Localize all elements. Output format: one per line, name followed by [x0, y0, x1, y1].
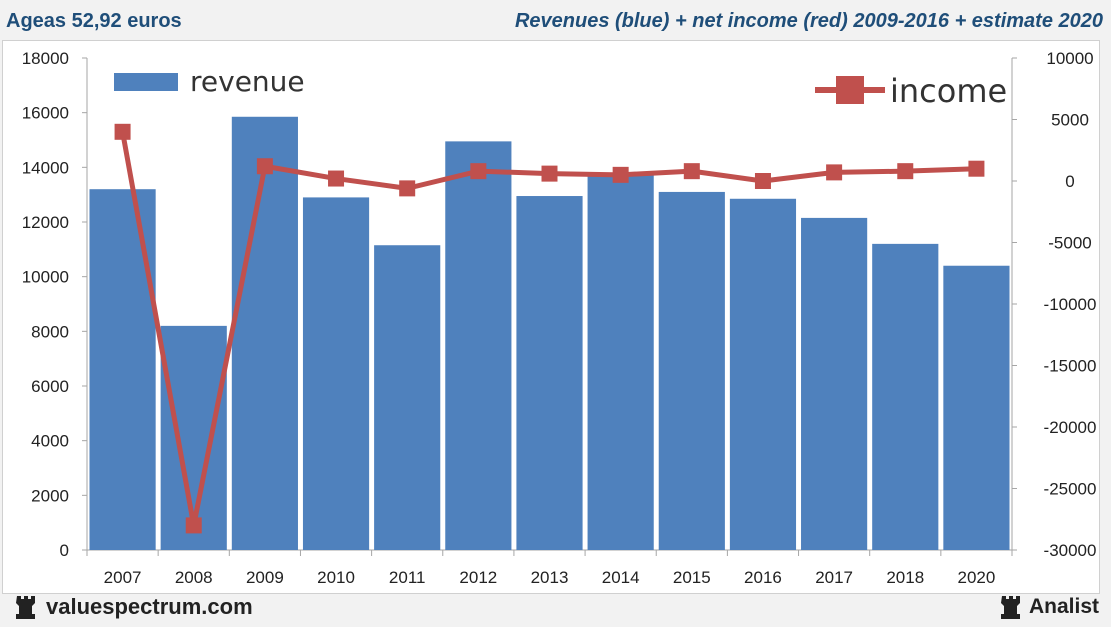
footer-right-text: Analist: [1028, 595, 1099, 618]
revenue-bar: [302, 197, 370, 550]
income-point: [470, 163, 487, 180]
x-tick-label: 2016: [744, 568, 782, 587]
income-point: [114, 123, 131, 140]
revenue-bar: [943, 265, 1010, 550]
footer-left-text: valuespectrum.com: [46, 594, 253, 619]
x-tick-label: 2014: [602, 568, 640, 587]
revenue-bar: [872, 243, 939, 550]
revenue-bar: [89, 189, 156, 550]
right-tick-label: -15000: [1044, 357, 1097, 376]
right-tick-label: -25000: [1044, 480, 1097, 499]
left-tick-label: 0: [60, 541, 69, 560]
left-tick-label: 4000: [31, 432, 69, 451]
x-tick-label: 2017: [815, 568, 853, 587]
revenue-bar: [231, 116, 298, 551]
revenue-bar: [516, 196, 583, 551]
income-point: [328, 170, 345, 187]
legend-income-marker: [836, 76, 864, 104]
legend-revenue-swatch: [114, 73, 178, 91]
revenue-bar: [729, 198, 797, 550]
legend-revenue-label: revenue: [190, 65, 305, 98]
x-tick-label: 2018: [886, 568, 924, 587]
income-point: [683, 163, 700, 180]
right-tick-label: -20000: [1044, 418, 1097, 437]
left-tick-label: 6000: [31, 377, 69, 396]
revenue-bar: [658, 191, 725, 550]
income-point: [541, 165, 558, 182]
x-tick-label: 2009: [246, 568, 284, 587]
right-tick-label: -10000: [1044, 295, 1097, 314]
income-point: [256, 158, 273, 175]
left-tick-label: 2000: [31, 486, 69, 505]
income-point: [968, 160, 985, 177]
left-tick-label: 12000: [22, 213, 69, 232]
revenue-bar: [374, 245, 441, 550]
income-point: [826, 164, 843, 181]
legend-revenue: revenue: [114, 65, 305, 98]
left-tick-label: 10000: [22, 268, 69, 287]
x-tick-label: 2007: [104, 568, 142, 587]
right-tick-label: -5000: [1048, 234, 1091, 253]
chart-title-right: Revenues (blue) + net income (red) 2009-…: [514, 10, 1103, 32]
left-tick-label: 8000: [31, 322, 69, 341]
x-tick-label: 2010: [317, 568, 355, 587]
left-tick-label: 18000: [22, 49, 69, 68]
revenue-bar: [587, 174, 654, 550]
income-point: [185, 517, 202, 534]
income-point: [612, 166, 629, 183]
right-tick-label: -30000: [1044, 541, 1097, 560]
legend-income-label: income: [890, 72, 1007, 110]
right-tick-label: 0: [1065, 172, 1074, 191]
left-tick-label: 14000: [22, 158, 69, 177]
x-tick-label: 2008: [175, 568, 213, 587]
chart-title-left: Ageas 52,92 euros: [6, 10, 182, 32]
footer-brand-left: valuespectrum.com: [14, 594, 253, 620]
legend-income: income: [815, 72, 1007, 110]
revenue-bar: [445, 141, 512, 550]
income-point: [897, 163, 914, 180]
x-tick-label: 2012: [459, 568, 497, 587]
rook-icon: [16, 596, 35, 619]
x-tick-label: 2011: [389, 568, 426, 587]
x-tick-label: 2015: [673, 568, 711, 587]
footer-brand-right: Analist: [999, 594, 1099, 620]
revenue-bar: [801, 217, 868, 550]
rook-icon: [1000, 596, 1020, 619]
right-tick-label: 10000: [1046, 49, 1093, 68]
x-tick-label: 2013: [531, 568, 569, 587]
right-tick-label: 5000: [1051, 111, 1089, 130]
x-tick-label: 2020: [958, 568, 996, 587]
left-tick-label: 16000: [22, 104, 69, 123]
income-point: [754, 173, 771, 189]
income-point: [399, 180, 416, 197]
